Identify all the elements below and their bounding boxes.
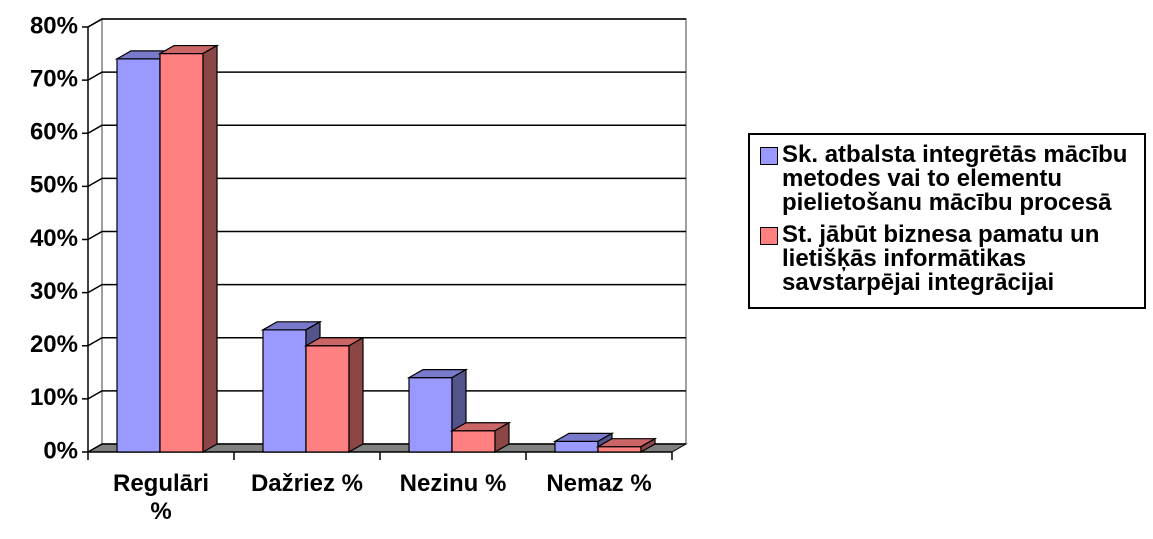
y-tick-label: 10% [30,384,78,411]
y-tick-label: 70% [30,65,78,92]
bar-front [408,377,453,453]
grid-line [87,124,686,134]
x-tick-label: Nemaz % [546,470,652,497]
grid-line [87,390,686,400]
bar-front [305,345,350,453]
bar-side [494,421,510,454]
legend-swatch [760,227,778,245]
y-tick-label: 40% [30,225,78,252]
x-tick-label: Regulāri % [112,470,210,525]
legend-item: Sk. atbalsta integrētās mācību metodes v… [760,143,1144,215]
bar [595,437,658,454]
y-tick-label: 20% [30,331,78,358]
bar-front [597,446,642,453]
legend: Sk. atbalsta integrētās mācību metodes v… [748,133,1146,309]
x-tick-label: Nezinu % [399,470,507,497]
y-tick-label: 60% [30,119,78,146]
grid-line [87,283,686,294]
bar [449,421,512,454]
y-tick-label: 50% [30,172,78,199]
bar-side [202,44,218,454]
legend-swatch [760,147,778,165]
bar [303,336,366,454]
bar [157,44,220,454]
grid-line [87,230,686,241]
grid-line [87,18,686,28]
legend-item: St. jābūt biznesa pamatu un lietišķās in… [760,223,1144,295]
bar-front [159,52,204,453]
grid-line [87,71,686,81]
x-tick-label: Dažriez % [250,470,364,497]
y-tick-label: 0% [43,437,78,464]
bar-front [116,58,161,453]
bar-side [348,336,364,454]
bar-front [451,430,496,453]
y-tick-label: 30% [30,278,78,305]
legend-label: St. jābūt biznesa pamatu un lietišķās in… [782,221,1100,296]
bar-front [554,440,599,453]
legend-label: Sk. atbalsta integrētās mācību metodes v… [782,141,1128,216]
y-tick-label: 80% [30,12,78,39]
bar-side [640,437,656,454]
bar-front [262,329,307,453]
grid-line [87,337,686,347]
grid-line [87,177,686,188]
